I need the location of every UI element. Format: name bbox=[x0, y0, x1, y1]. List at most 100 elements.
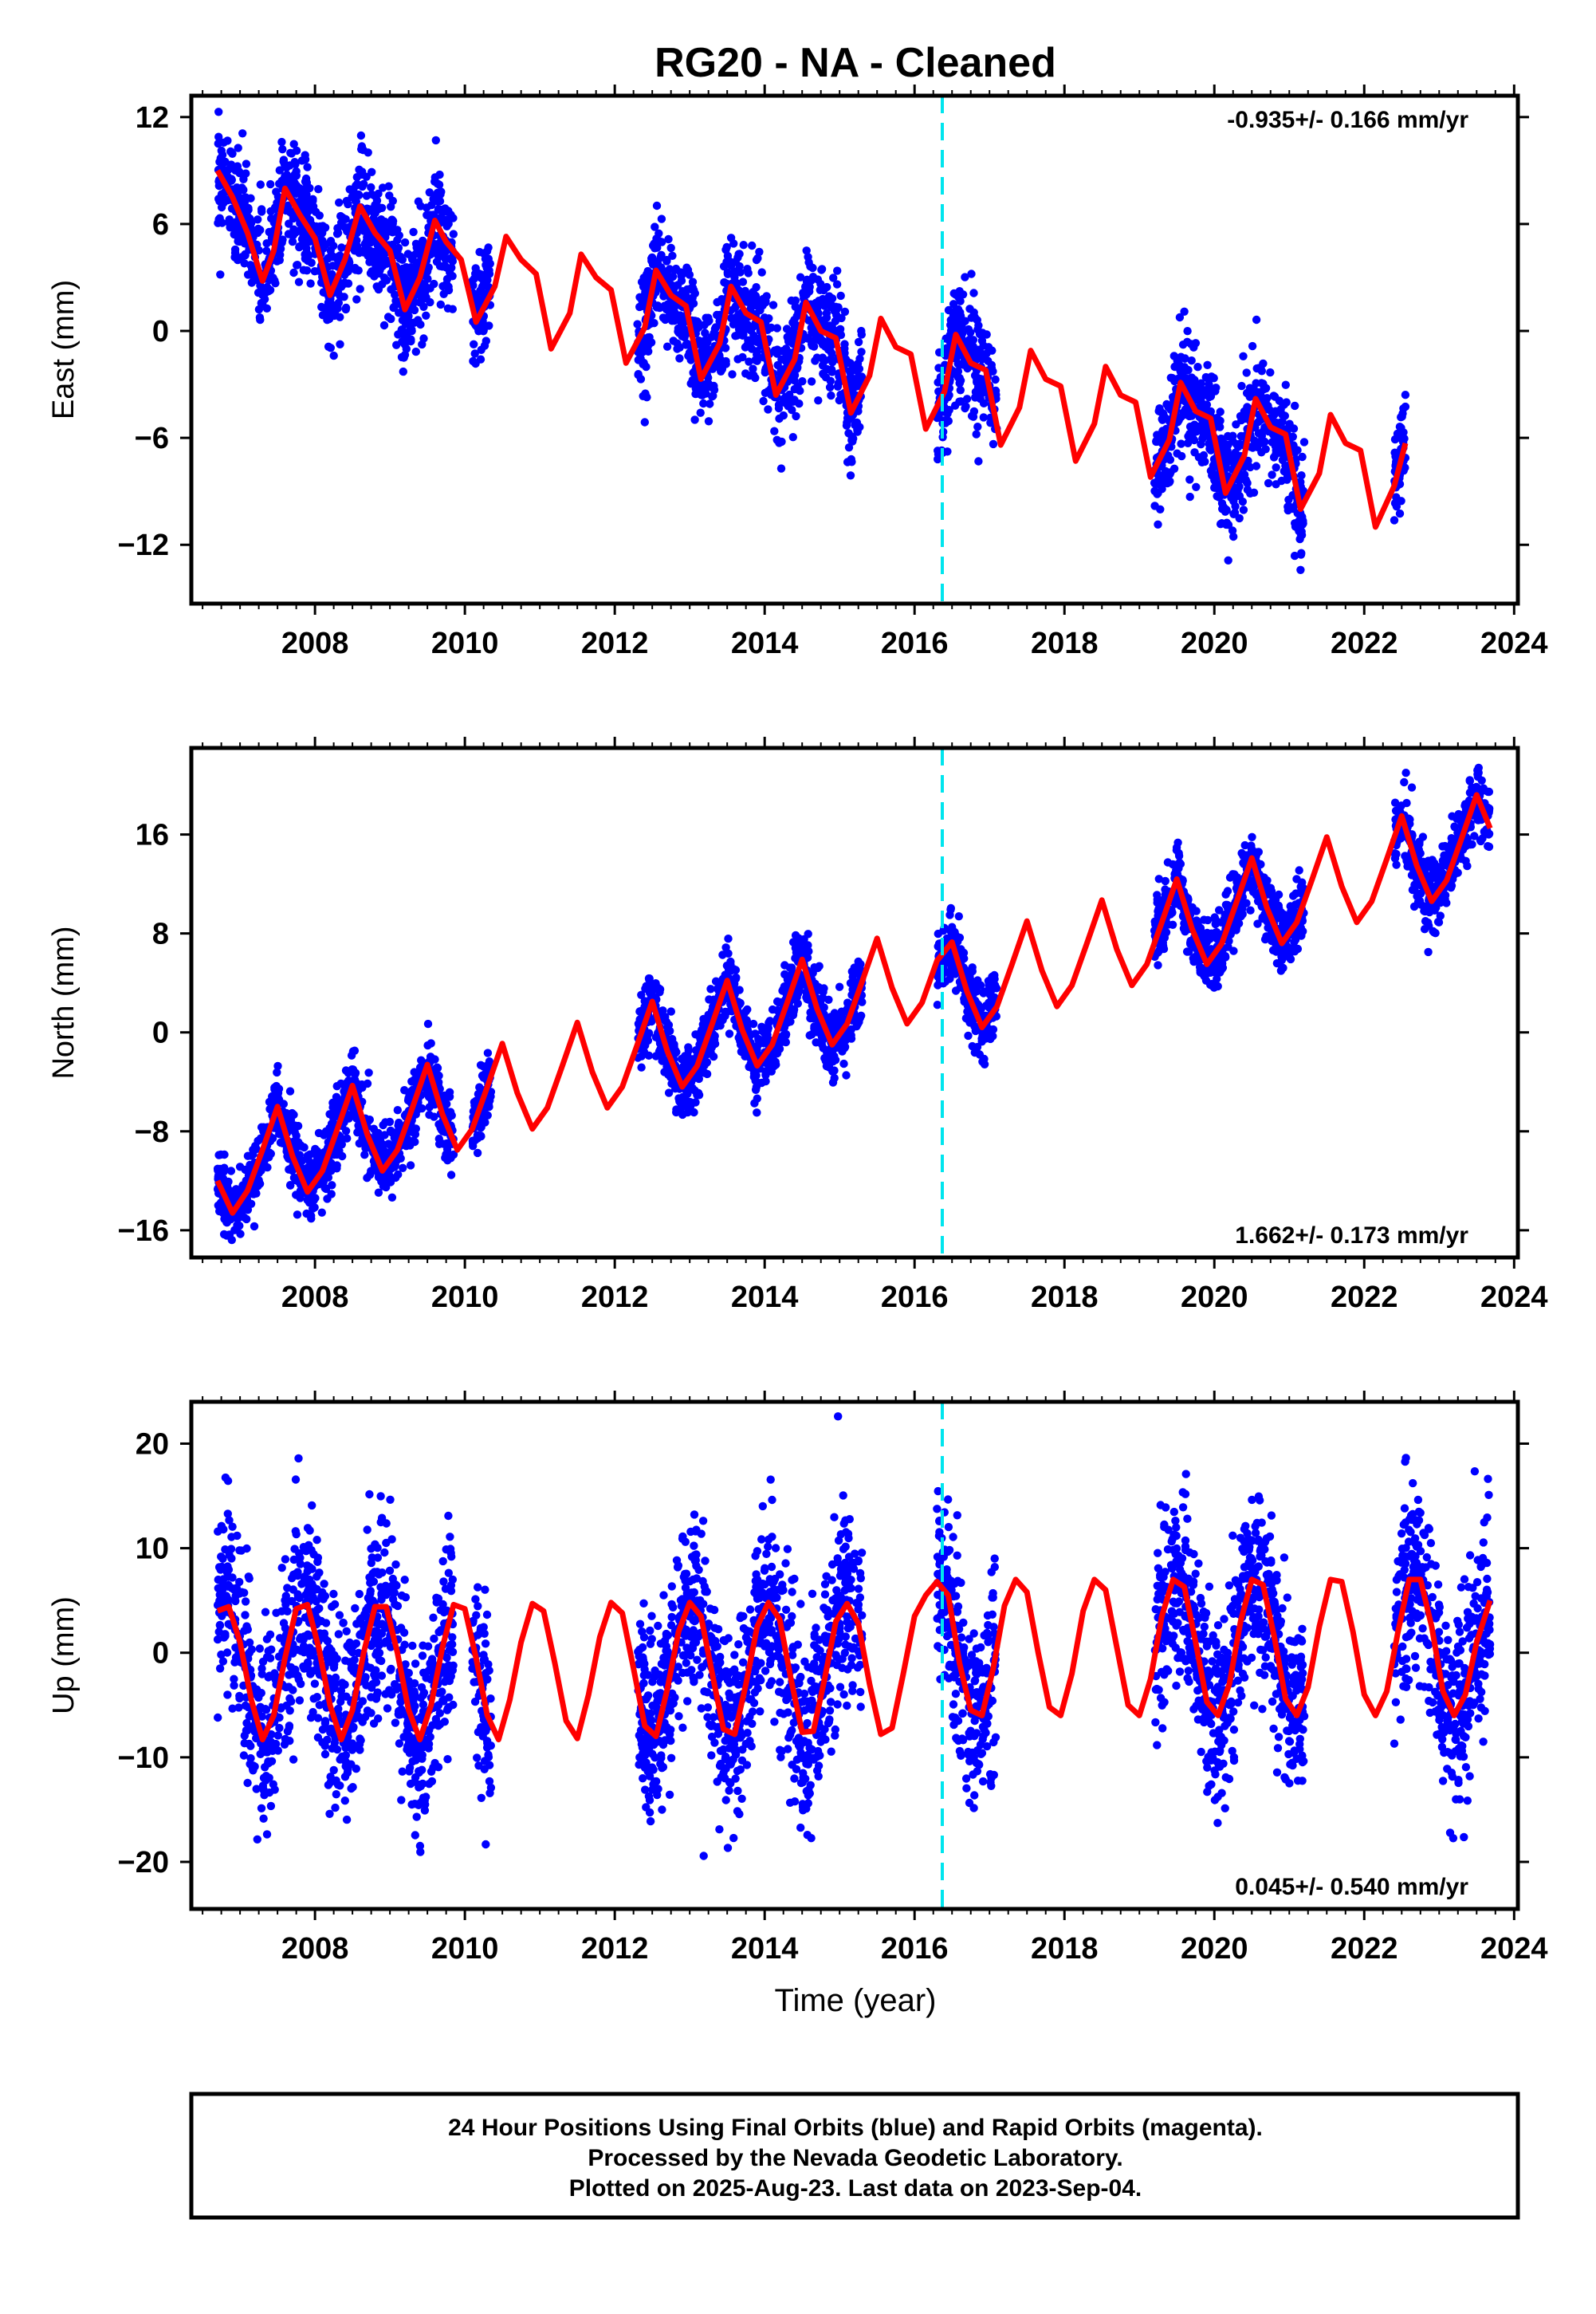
east-data-point bbox=[1406, 0, 1414, 4]
east-data-point bbox=[1413, 0, 1421, 4]
east-data-point bbox=[1446, 0, 1454, 4]
east-data-point bbox=[793, 363, 802, 372]
east-data-point bbox=[1445, 0, 1453, 4]
east-data-point bbox=[1469, 0, 1477, 4]
east-data-point bbox=[286, 148, 295, 157]
north-data-point bbox=[361, 1143, 370, 1152]
north-data-point bbox=[393, 1106, 402, 1115]
east-data-point bbox=[707, 333, 716, 341]
east-data-point bbox=[840, 307, 850, 317]
north-data-point bbox=[690, 1108, 698, 1117]
east-data-point bbox=[375, 251, 384, 260]
east-data-point bbox=[340, 278, 349, 287]
north-data-point bbox=[442, 1100, 451, 1108]
east-data-point bbox=[1464, 0, 1472, 4]
east-data-point bbox=[756, 305, 765, 315]
east-data-point bbox=[1421, 0, 1429, 4]
east-data-point bbox=[1460, 0, 1468, 4]
east-data-point bbox=[400, 238, 410, 247]
east-data-point bbox=[293, 261, 302, 270]
east-data-point bbox=[838, 394, 847, 403]
east-data-point bbox=[1245, 392, 1254, 401]
east-data-point bbox=[1447, 0, 1455, 4]
north-data-point bbox=[364, 1068, 373, 1077]
north-data-point bbox=[269, 1094, 277, 1103]
east-data-point bbox=[294, 226, 303, 235]
east-data-point bbox=[965, 335, 974, 344]
east-data-point bbox=[673, 344, 682, 353]
east-data-point bbox=[348, 264, 358, 273]
east-data-point bbox=[1416, 0, 1424, 4]
east-data-point bbox=[1445, 0, 1453, 4]
north-data-point bbox=[374, 1188, 383, 1197]
east-data-point bbox=[662, 267, 670, 276]
east-data-point bbox=[1436, 0, 1444, 4]
east-data-point bbox=[655, 229, 663, 238]
east-data-point bbox=[1462, 0, 1470, 4]
east-y-tick-label: −12 bbox=[118, 529, 169, 562]
east-data-point bbox=[1237, 381, 1246, 391]
east-data-point bbox=[1484, 0, 1492, 4]
east-data-point bbox=[1444, 0, 1452, 4]
east-data-point bbox=[1401, 0, 1409, 4]
east-data-point bbox=[1232, 420, 1240, 429]
east-data-point bbox=[1422, 0, 1430, 4]
north-data-point bbox=[317, 1208, 326, 1217]
east-data-point bbox=[372, 196, 382, 205]
east-data-point bbox=[292, 146, 301, 155]
east-data-point bbox=[1424, 0, 1432, 4]
east-data-point bbox=[1177, 412, 1185, 422]
east-data-point bbox=[1280, 411, 1290, 420]
east-data-point bbox=[1426, 0, 1434, 4]
east-data-point bbox=[310, 267, 319, 276]
east-data-point bbox=[1408, 0, 1416, 4]
east-data-point bbox=[1438, 0, 1446, 4]
north-data-point bbox=[473, 1148, 482, 1158]
east-data-point bbox=[1440, 0, 1448, 4]
east-data-point bbox=[945, 406, 953, 415]
north-data-point bbox=[349, 1104, 358, 1112]
east-data-point bbox=[343, 268, 352, 277]
east-data-point bbox=[1186, 340, 1196, 348]
east-data-point bbox=[950, 401, 960, 410]
east-data-point bbox=[1253, 388, 1263, 396]
east-data-point bbox=[1437, 0, 1445, 4]
east-data-point bbox=[1259, 359, 1268, 368]
east-data-point bbox=[795, 399, 804, 408]
east-data-point bbox=[1406, 0, 1414, 4]
east-data-point bbox=[1157, 431, 1166, 439]
north-data-point bbox=[235, 1163, 245, 1171]
east-data-point bbox=[1439, 0, 1447, 4]
east-data-point bbox=[1438, 0, 1446, 4]
east-data-point bbox=[1211, 387, 1220, 396]
east-data-point bbox=[1272, 480, 1280, 489]
east-data-point bbox=[961, 273, 969, 281]
east-data-point bbox=[1402, 0, 1410, 4]
east-data-point bbox=[1240, 407, 1249, 416]
east-data-point bbox=[476, 286, 485, 295]
east-data-point bbox=[329, 351, 338, 360]
east-data-point bbox=[829, 274, 838, 282]
east-data-point bbox=[1421, 0, 1429, 4]
east-data-point bbox=[1460, 0, 1468, 4]
east-data-point bbox=[1411, 0, 1419, 4]
east-data-point bbox=[1283, 475, 1291, 484]
east-data-point bbox=[333, 287, 343, 297]
east-data-point bbox=[682, 285, 692, 294]
east-data-point bbox=[257, 205, 266, 214]
east-data-point bbox=[1427, 0, 1435, 4]
north-data-point bbox=[273, 1068, 281, 1077]
east-data-point bbox=[1229, 510, 1238, 518]
east-data-point bbox=[1468, 0, 1476, 4]
north-data-point bbox=[430, 1055, 439, 1064]
east-data-point bbox=[699, 399, 708, 408]
east-data-point bbox=[690, 317, 699, 325]
east-data-point bbox=[1161, 466, 1170, 476]
east-data-point bbox=[682, 263, 691, 272]
east-data-point bbox=[440, 262, 450, 271]
east-data-point bbox=[1408, 0, 1416, 4]
north-data-point bbox=[220, 1150, 229, 1159]
north-data-point bbox=[750, 1099, 759, 1108]
east-data-point bbox=[375, 269, 383, 278]
east-data-point bbox=[1154, 437, 1162, 446]
